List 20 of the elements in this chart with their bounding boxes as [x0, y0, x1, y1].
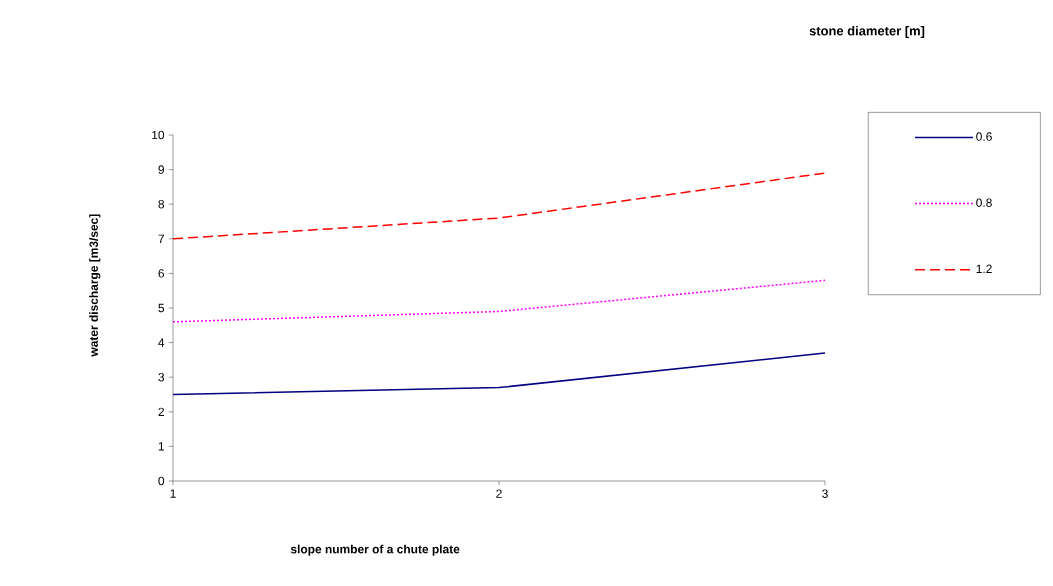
- y-tick-label: 0: [158, 476, 165, 486]
- y-tick-label: 3: [158, 372, 165, 382]
- x-tick-label: 3: [822, 489, 828, 498]
- y-tick-label: 5: [158, 303, 165, 313]
- legend-label: 0.8: [976, 198, 992, 207]
- legend-title: stone diameter [m]: [809, 25, 925, 39]
- y-tick-label: 1: [158, 442, 164, 451]
- y-axis-title: water discharge [m3/sec]: [89, 214, 101, 357]
- y-tick-label: 10: [152, 130, 165, 140]
- legend-label: 1.2: [976, 264, 992, 273]
- legend-label: 0.6: [976, 132, 992, 141]
- y-tick-label: 7: [158, 234, 164, 243]
- x-tick-label: 1: [170, 489, 176, 498]
- y-tick-label: 9: [158, 165, 164, 174]
- x-tick-label: 2: [496, 489, 502, 498]
- y-tick-label: 6: [158, 269, 165, 278]
- y-tick-label: 2: [158, 407, 164, 416]
- y-tick-label: 8: [158, 199, 165, 209]
- y-tick-label: 4: [158, 338, 165, 347]
- x-axis-title: slope number of a chute plate: [290, 544, 460, 556]
